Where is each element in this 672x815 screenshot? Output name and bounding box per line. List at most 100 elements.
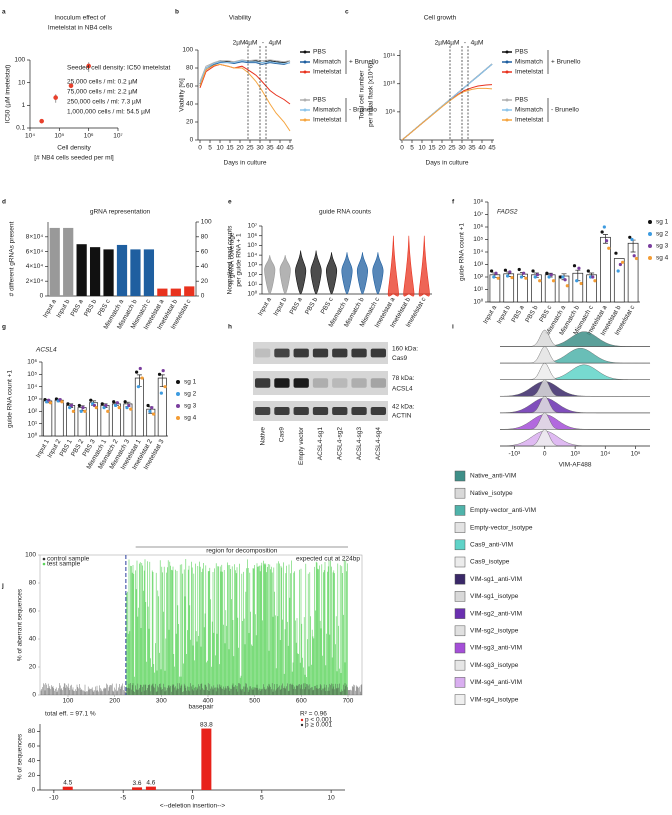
y-tick-label: 10¹⁰	[383, 79, 395, 87]
x-tick-label: 40	[276, 145, 284, 152]
legend-swatch	[454, 539, 466, 551]
legend-marker	[300, 723, 304, 727]
y-axis-title: % of sequences	[17, 733, 24, 780]
lane-label: ACSL4-sg4	[375, 427, 382, 461]
point	[71, 409, 75, 413]
x-tick-label: 700	[343, 698, 354, 705]
point	[68, 83, 74, 89]
y-tick-label: 10⁴	[247, 252, 257, 259]
violin	[310, 250, 322, 295]
value-label: 3.6	[133, 780, 142, 787]
point	[161, 369, 165, 373]
point	[489, 269, 494, 273]
y-tick-label: 10⁶	[27, 359, 37, 366]
y-axis-title: Normalized read counts	[227, 225, 234, 294]
bar	[43, 400, 53, 437]
histogram	[499, 414, 651, 430]
y-tick-label: 10⁷	[248, 223, 258, 230]
blot-band	[351, 407, 367, 415]
legend-marker	[303, 108, 307, 112]
x-tick-label: 10⁵	[631, 451, 641, 458]
x-tick-label: 35	[266, 145, 274, 152]
x-axis-title: [# NB4 cells seeded per ml]	[34, 155, 114, 162]
y-tick-label: 40	[201, 263, 209, 270]
y-tick-label: 80	[29, 580, 37, 587]
legend-marker	[176, 380, 180, 384]
blot-band	[351, 378, 367, 388]
point	[572, 264, 577, 268]
annotation: -	[464, 40, 466, 47]
y-axis-title: % of aberrant sequences	[17, 588, 24, 661]
legend-label: Imetelstat	[313, 69, 341, 76]
legend-label: Imetelstat	[515, 69, 543, 76]
point	[106, 409, 110, 413]
point	[77, 403, 81, 408]
y-tick-label: 10²	[248, 271, 258, 278]
legend-label: VIM-sg1_anti-VIM	[470, 576, 522, 583]
point	[563, 278, 567, 282]
y-tick-label: 10⁵	[385, 109, 395, 116]
annotation: Seeded cell density: IC50 imetelstat	[67, 65, 171, 72]
blot-band	[332, 378, 348, 388]
point	[89, 398, 93, 402]
legend-label: VIM-sg3_isotype	[470, 662, 519, 669]
point	[506, 274, 510, 278]
x-tick-label: 20	[438, 145, 446, 152]
y-tick-label: 0	[32, 692, 36, 699]
y-tick-label: 60	[28, 743, 36, 750]
x-tick-label: 0	[198, 145, 202, 152]
violin	[387, 235, 399, 297]
point	[604, 239, 609, 243]
point	[69, 403, 74, 408]
legend-swatch	[454, 556, 466, 568]
blot-band	[370, 348, 386, 358]
point	[163, 385, 167, 389]
band-weight: 160 kDa:	[392, 345, 418, 352]
point	[620, 260, 625, 264]
violin	[403, 235, 415, 297]
histogram	[499, 346, 651, 364]
point	[125, 406, 129, 410]
point	[102, 406, 106, 410]
point	[508, 270, 512, 274]
annotation: 250,000 cells / ml: 7.3 µM	[67, 99, 141, 106]
legend-label: VIM-sg2_isotype	[470, 628, 519, 635]
point	[547, 275, 551, 279]
x-axis-title: <--deletion insertion-->	[160, 803, 226, 810]
value-label: 4.5	[63, 779, 72, 786]
point	[48, 401, 53, 405]
x-tick-label: 0	[191, 795, 195, 802]
bar	[184, 286, 195, 296]
y-tick-label: 10⁵	[473, 236, 483, 243]
panel-letter: a	[2, 9, 6, 16]
point	[593, 279, 597, 283]
point	[79, 409, 83, 413]
x-tick-label: 400	[203, 698, 214, 705]
point	[524, 276, 528, 280]
y2-axis-title: % gRNA coverage	[229, 232, 236, 285]
point	[53, 95, 58, 100]
bar	[116, 244, 128, 296]
violin	[418, 235, 430, 297]
y-tick-label: 8×10⁴	[26, 234, 44, 241]
y-tick-label: 80	[186, 65, 194, 72]
x-tick-label: -10	[49, 795, 59, 802]
y-tick-label: 60	[186, 83, 194, 90]
y-tick-label: 20	[29, 664, 37, 671]
lane-label: Empty vector	[298, 426, 305, 465]
x-tick-label: 15	[226, 145, 234, 152]
legend-marker	[648, 256, 652, 260]
point	[94, 406, 98, 410]
annotation: total eff. = 97.1 %	[45, 711, 96, 718]
x-tick-label: 10⁷	[113, 133, 123, 140]
y-tick-label: 10⁰	[27, 432, 37, 440]
y-tick-label: 40	[186, 101, 194, 108]
y-tick-label: 10⁵	[27, 371, 37, 378]
legend-label: Native_anti-VIM	[470, 473, 516, 480]
x-tick-label: 10⁵	[54, 133, 64, 140]
x-tick-label: 10	[418, 145, 426, 152]
point	[113, 403, 118, 408]
legend-label: PBS	[313, 97, 327, 104]
x-tick-label: 30	[458, 145, 466, 152]
chart-title: Inoculum effect of	[54, 15, 105, 22]
